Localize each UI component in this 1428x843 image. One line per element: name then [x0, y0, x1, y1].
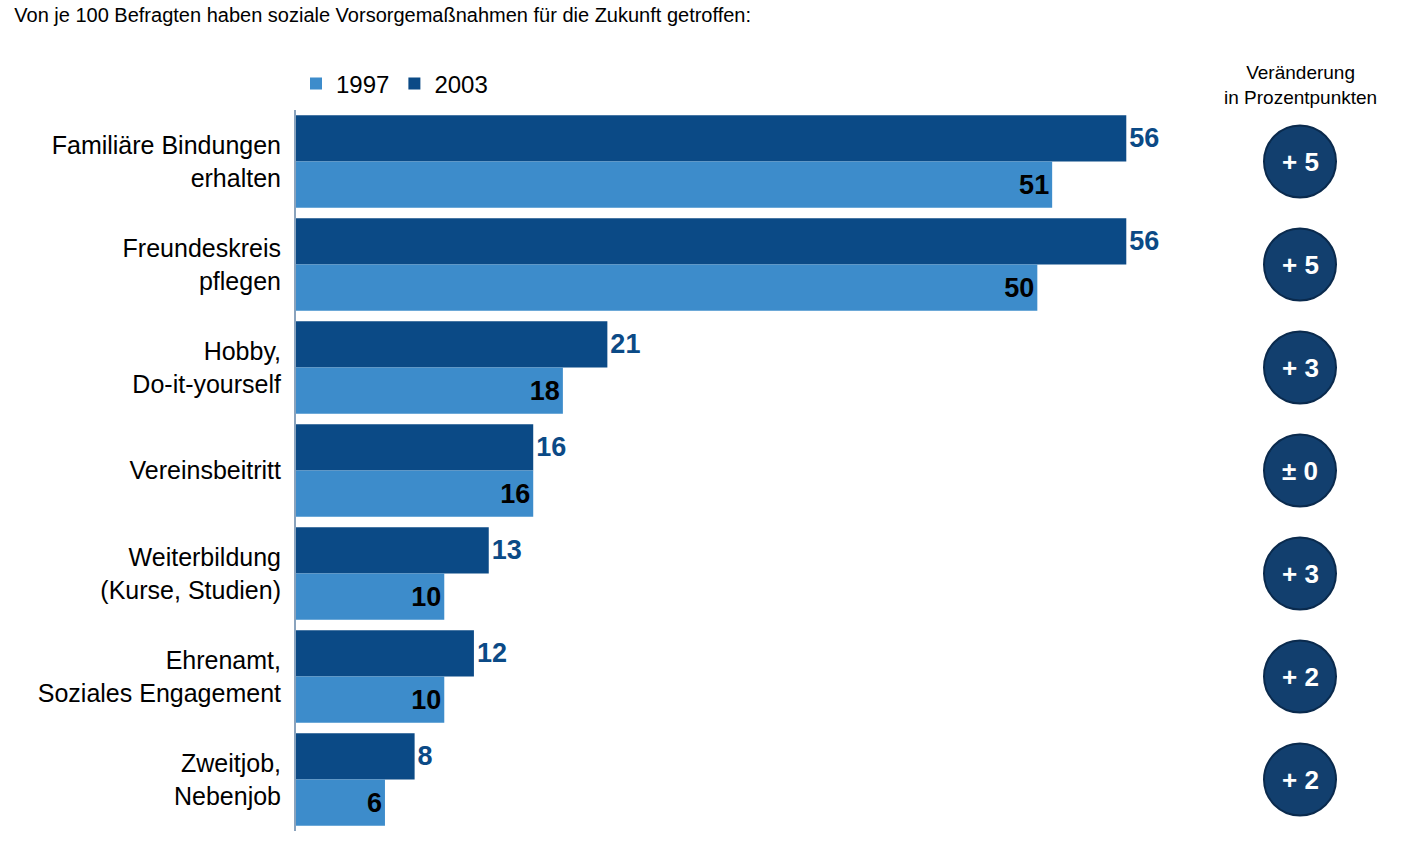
svg-text:± 0: ± 0	[1282, 456, 1318, 486]
svg-text:6: 6	[367, 788, 382, 818]
svg-text:12: 12	[477, 638, 507, 668]
svg-text:18: 18	[530, 376, 560, 406]
svg-text:Veränderungin Prozentpunkten: Veränderungin Prozentpunkten	[1224, 62, 1377, 108]
svg-text:56: 56	[1129, 226, 1159, 256]
svg-text:Weiterbildung(Kurse, Studien): Weiterbildung(Kurse, Studien)	[100, 543, 281, 604]
svg-text:Hobby,Do-it-yourself: Hobby,Do-it-yourself	[132, 337, 281, 398]
svg-text:Vereinsbeitritt: Vereinsbeitritt	[130, 456, 282, 484]
svg-text:+ 2: + 2	[1282, 662, 1319, 692]
svg-text:51: 51	[1019, 170, 1049, 200]
svg-text:+ 3: + 3	[1282, 353, 1319, 383]
svg-text:Von je 100 Befragten haben soz: Von je 100 Befragten haben soziale Vorso…	[14, 4, 751, 26]
svg-text:Ehrenamt,Soziales Engagement: Ehrenamt,Soziales Engagement	[38, 646, 281, 707]
svg-text:56: 56	[1129, 123, 1159, 153]
svg-text:+ 3: + 3	[1282, 559, 1319, 589]
svg-text:16: 16	[536, 432, 566, 462]
svg-text:21: 21	[610, 329, 640, 359]
svg-text:10: 10	[411, 582, 441, 612]
svg-text:13: 13	[492, 535, 522, 565]
svg-text:10: 10	[411, 685, 441, 715]
svg-text:+ 2: + 2	[1282, 765, 1319, 795]
svg-text:50: 50	[1004, 273, 1034, 303]
svg-text:2003: 2003	[434, 71, 487, 98]
svg-text:Familiäre Bindungenerhalten: Familiäre Bindungenerhalten	[52, 131, 281, 192]
svg-text:+ 5: + 5	[1282, 250, 1319, 280]
svg-text:8: 8	[418, 741, 433, 771]
svg-text:Freundeskreispflegen: Freundeskreispflegen	[123, 234, 281, 295]
svg-text:+ 5: + 5	[1282, 147, 1319, 177]
svg-text:1997: 1997	[336, 71, 389, 98]
svg-text:Zweitjob,Nebenjob: Zweitjob,Nebenjob	[174, 749, 281, 810]
svg-text:16: 16	[500, 479, 530, 509]
